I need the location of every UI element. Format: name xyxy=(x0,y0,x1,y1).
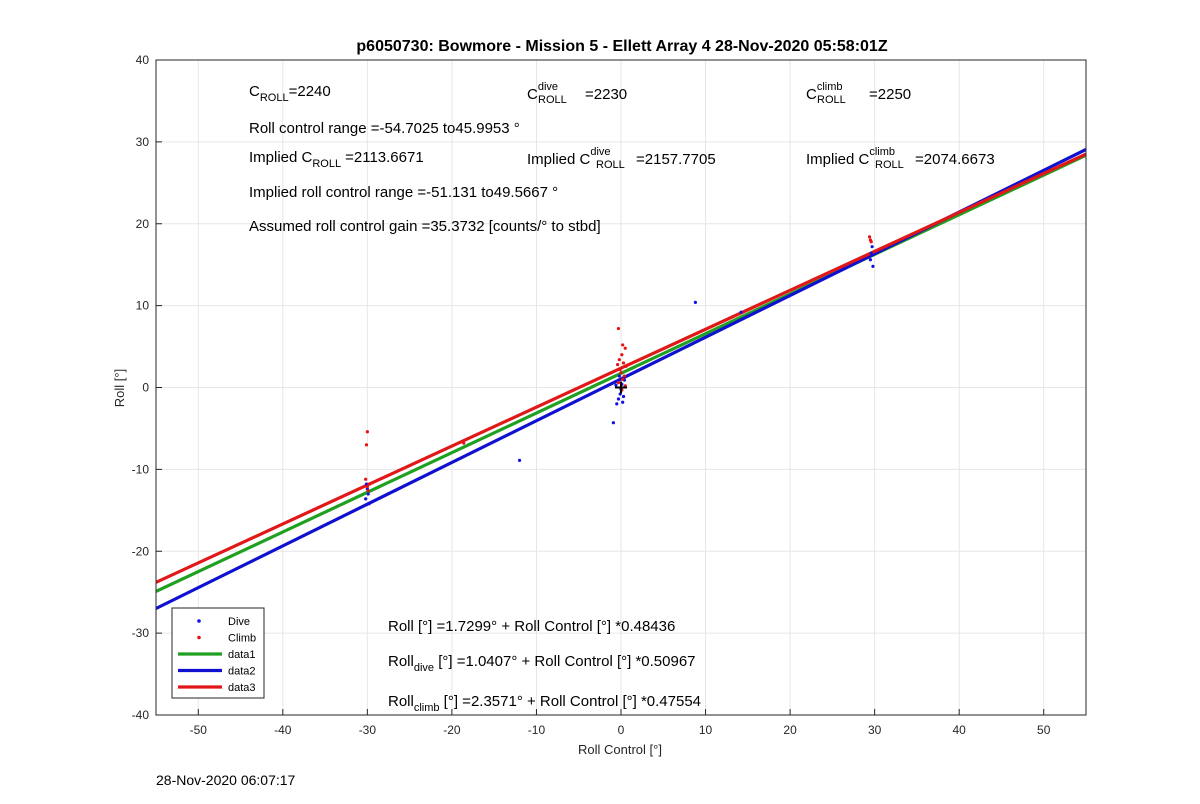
footer-timestamp: 28-Nov-2020 06:07:17 xyxy=(156,772,296,788)
point-climb xyxy=(620,353,624,357)
point-dive xyxy=(366,492,370,496)
point-climb xyxy=(868,238,873,242)
y-tick-label: -10 xyxy=(132,462,150,476)
point-climb xyxy=(616,326,621,331)
point-dive xyxy=(616,397,621,401)
annotation-c-roll-climb: Cclimb ROLL =2250 xyxy=(806,81,911,106)
point-climb xyxy=(617,358,621,362)
fit-equation-climb: Rollclimb [°] =2.3571° + Roll Control [°… xyxy=(388,693,701,714)
y-tick-label: -30 xyxy=(132,626,150,640)
legend-label-data3: data3 xyxy=(228,682,256,694)
annotation-c-roll: CROLL=2240 xyxy=(249,83,331,104)
x-tick-label: 30 xyxy=(868,723,882,737)
origin-marker xyxy=(615,381,627,394)
x-tick-label: -30 xyxy=(359,723,377,737)
point-dive xyxy=(615,402,619,406)
point-dive xyxy=(364,482,369,486)
point-dive xyxy=(614,383,618,387)
x-tick-label: -20 xyxy=(443,723,461,737)
point-dive xyxy=(869,251,873,255)
x-tick-label: 50 xyxy=(1037,723,1051,737)
point-dive xyxy=(739,310,743,314)
chart-title: p6050730: Bowmore - Mission 5 - Ellett A… xyxy=(356,38,887,55)
legend-label-dive: Dive xyxy=(228,616,250,628)
x-tick-label: 10 xyxy=(699,723,713,737)
point-climb xyxy=(622,374,626,378)
y-ticks: -40 -30 -20 -10 0 10 20 30 40 xyxy=(132,53,162,722)
point-climb xyxy=(365,430,369,434)
point-dive xyxy=(364,497,368,501)
legend-swatch-dive xyxy=(197,619,201,623)
annotation-c-roll-dive: Cdive ROLL =2230 xyxy=(527,81,627,106)
x-tick-label: 20 xyxy=(783,723,797,737)
legend-label-climb: Climb xyxy=(228,633,256,645)
point-dive xyxy=(868,258,873,262)
point-climb xyxy=(462,441,466,445)
x-tick-label: -10 xyxy=(528,723,546,737)
y-axis-label: Roll [°] xyxy=(112,369,127,407)
legend-label-data1: data1 xyxy=(228,649,256,661)
data-points xyxy=(364,235,875,506)
point-dive xyxy=(870,245,874,249)
x-tick-label: 40 xyxy=(953,723,967,737)
x-tick-label: -40 xyxy=(274,723,292,737)
point-climb xyxy=(621,361,626,365)
legend-label-data2: data2 xyxy=(228,666,256,678)
legend-swatch-climb xyxy=(197,635,201,640)
point-climb xyxy=(867,235,872,239)
point-climb xyxy=(367,482,371,486)
fit-equation-all: Roll [°] =1.7299° + Roll Control [°] *0.… xyxy=(388,618,675,635)
point-climb xyxy=(366,489,370,493)
point-climb xyxy=(364,477,368,481)
point-climb xyxy=(618,367,622,372)
x-axis-label: Roll Control [°] xyxy=(578,742,662,757)
point-climb xyxy=(364,443,369,447)
annotation-implied-c-roll: Implied CROLL =2113.6671 xyxy=(249,149,424,170)
x-tick-label: 0 xyxy=(618,723,625,737)
point-dive xyxy=(693,300,698,304)
point-dive xyxy=(367,502,371,506)
x-tick-label: -50 xyxy=(190,723,208,737)
point-climb xyxy=(616,362,620,367)
y-tick-label: -20 xyxy=(132,544,150,558)
point-climb xyxy=(623,346,627,350)
point-climb xyxy=(624,364,628,368)
point-dive xyxy=(517,458,522,462)
point-climb xyxy=(619,371,623,375)
x-ticks: -50 -40 -30 -20 -10 0 10 20 30 40 50 xyxy=(190,709,1051,737)
point-climb xyxy=(621,343,625,347)
annotation-implied-c-roll-dive: Implied Cdive ROLL =2157.7705 xyxy=(527,146,716,171)
point-dive xyxy=(621,394,626,399)
point-dive xyxy=(621,400,625,404)
y-tick-label: 20 xyxy=(136,217,150,231)
annotation-implied-range: Implied roll control range =-51.131 to49… xyxy=(249,184,558,201)
y-tick-label: 40 xyxy=(136,53,150,67)
y-tick-label: 10 xyxy=(136,299,150,313)
annotation-implied-c-roll-climb: Implied Cclimb ROLL =2074.6673 xyxy=(806,146,995,171)
point-climb xyxy=(365,484,369,489)
annotation-range: Roll control range =-54.7025 to45.9953 ° xyxy=(249,120,520,137)
point-climb xyxy=(621,377,625,381)
annotation-gain: Assumed roll control gain =35.3732 [coun… xyxy=(249,218,601,235)
fit-equation-dive: Rolldive [°] =1.0407° + Roll Control [°]… xyxy=(388,653,696,674)
point-climb xyxy=(616,380,621,385)
y-tick-label: 0 xyxy=(142,381,149,395)
point-dive xyxy=(617,374,621,378)
point-dive xyxy=(871,264,875,268)
point-dive xyxy=(611,421,615,425)
y-tick-label: -40 xyxy=(132,708,150,722)
legend: Dive Climb data1 data2 data3 xyxy=(171,607,265,699)
y-tick-label: 30 xyxy=(136,135,150,149)
